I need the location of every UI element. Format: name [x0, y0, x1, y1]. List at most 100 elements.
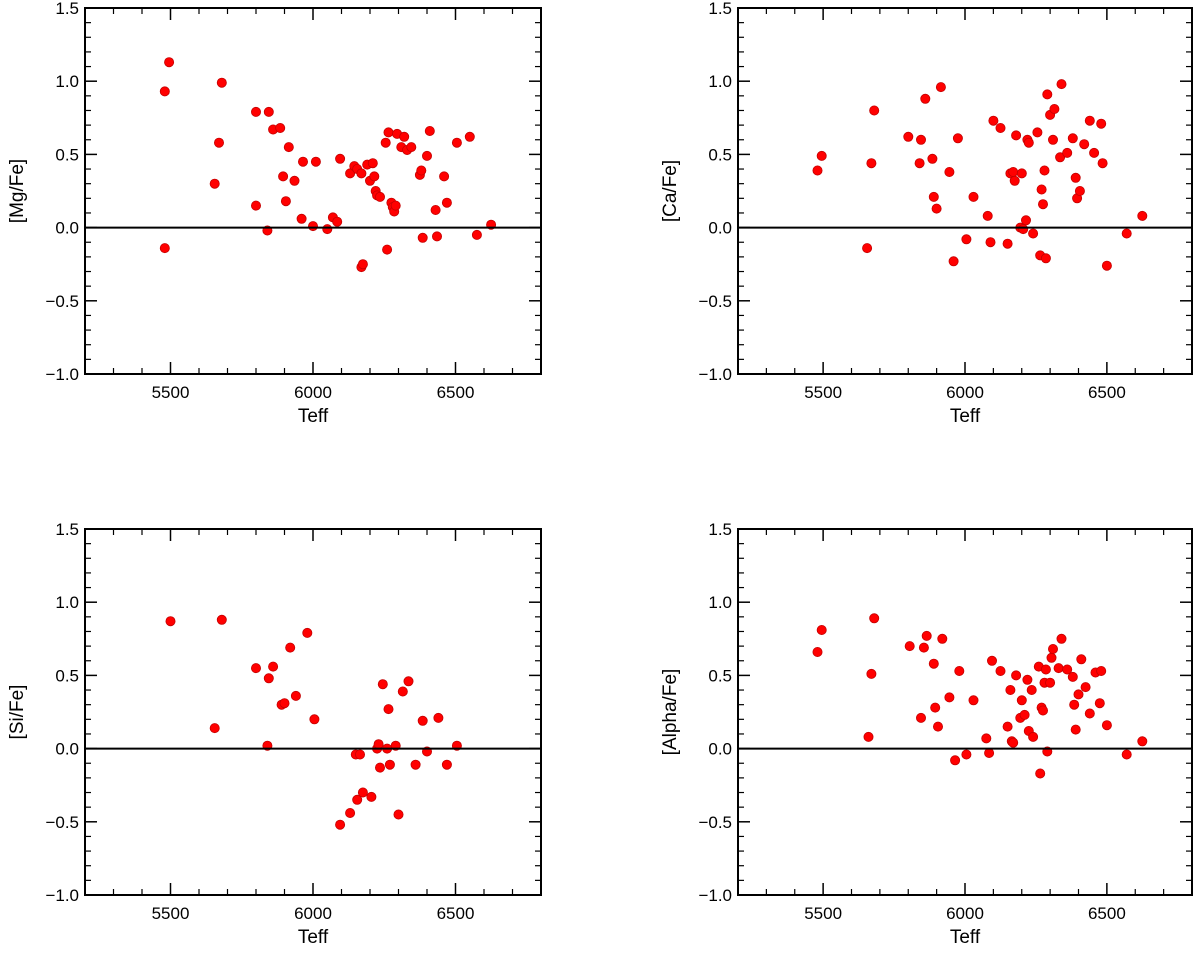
data-point [433, 712, 444, 723]
data-point [968, 191, 979, 202]
data-point [812, 165, 823, 176]
y-tick-label: 1.5 [708, 520, 732, 539]
data-point [948, 256, 959, 267]
data-point [383, 127, 394, 138]
data-point [307, 221, 318, 232]
data-point [322, 224, 333, 235]
data-point [1056, 633, 1067, 644]
y-tick-label: 1.0 [55, 72, 79, 91]
data-point [1046, 652, 1057, 663]
data-point [954, 666, 965, 677]
data-point [1019, 709, 1030, 720]
y-tick-label: 0.0 [708, 219, 732, 238]
data-point [393, 809, 404, 820]
y-tick-label: −1.0 [698, 365, 732, 384]
data-point [285, 642, 296, 653]
data-point [430, 204, 441, 215]
y-tick-label: −1.0 [45, 886, 79, 905]
data-point [1039, 165, 1050, 176]
data-point [263, 673, 274, 684]
data-point [1062, 147, 1073, 158]
data-points [812, 79, 1148, 271]
y-tick-label: 0.0 [708, 740, 732, 759]
data-point [345, 808, 356, 819]
data-point [1097, 158, 1108, 169]
data-point [918, 642, 929, 653]
data-point [920, 93, 931, 104]
data-points [165, 614, 462, 830]
data-point [250, 200, 261, 211]
y-axis-label: [Alpha/Fe] [660, 669, 681, 756]
y-tick-label: 0.5 [55, 666, 79, 685]
data-point [431, 231, 442, 242]
data-point [937, 633, 948, 644]
data-point [903, 131, 914, 142]
data-point [982, 210, 993, 221]
data-point [159, 243, 170, 254]
data-point [1101, 720, 1112, 731]
data-point [1026, 685, 1037, 696]
data-point [382, 244, 393, 255]
data-point [403, 676, 414, 687]
data-point [935, 82, 946, 93]
data-point [1067, 133, 1078, 144]
scatter-panel: 5500 6000 6500 −1.0 −0.5 0.0 0.5 1.0 1.5 Teff [Si/… [7, 520, 542, 948]
data-point [1011, 670, 1022, 681]
data-point [1048, 644, 1059, 655]
data-point [1042, 89, 1053, 100]
data-point [930, 702, 941, 713]
x-axis-label: Teff [298, 406, 329, 427]
scatter-panel: 5500 6000 6500 −1.0 −0.5 0.0 0.5 1.0 1.5 Teff [Alp… [660, 520, 1193, 948]
data-point [944, 692, 955, 703]
data-point [928, 191, 939, 202]
data-point [1028, 228, 1039, 239]
data-point [1121, 228, 1132, 239]
x-tick-label: 6500 [1088, 383, 1126, 402]
data-point [268, 661, 279, 672]
data-point [1038, 705, 1049, 716]
y-tick-label: −0.5 [45, 292, 79, 311]
data-point [1040, 253, 1051, 264]
x-axis-label: Teff [950, 927, 981, 948]
data-point [916, 134, 927, 145]
data-point [209, 723, 220, 734]
y-tick-label: −0.5 [698, 292, 732, 311]
data-point [1094, 698, 1105, 709]
data-point [1045, 677, 1056, 688]
data-point [1069, 699, 1080, 710]
data-point [1070, 172, 1081, 183]
data-point [357, 787, 368, 798]
data-point [397, 686, 408, 697]
data-point [933, 721, 944, 732]
data-point [335, 819, 346, 830]
data-points [812, 613, 1148, 779]
data-point [1038, 199, 1049, 210]
data-point [995, 123, 1006, 134]
y-tick-label: 0.5 [708, 145, 732, 164]
data-point [1011, 130, 1022, 141]
y-tick-label: −1.0 [45, 365, 79, 384]
x-tick-label: 6000 [946, 904, 984, 923]
data-point [1089, 147, 1100, 158]
data-point [1048, 134, 1059, 145]
data-point [812, 647, 823, 658]
data-point [367, 158, 378, 169]
data-point [263, 106, 274, 117]
data-point [283, 142, 294, 153]
y-axis-label: [Ca/Fe] [660, 160, 681, 222]
data-point [914, 158, 925, 169]
data-point [213, 137, 224, 148]
y-tick-label: −1.0 [698, 886, 732, 905]
data-point [352, 794, 363, 805]
data-point [439, 171, 450, 182]
data-point [1080, 682, 1091, 693]
data-point [209, 178, 220, 189]
data-point [390, 200, 401, 211]
data-point [961, 749, 972, 760]
data-point [369, 171, 380, 182]
data-point [1002, 238, 1013, 249]
y-tick-label: 0.5 [708, 666, 732, 685]
data-point [250, 106, 261, 117]
x-tick-label: 6000 [294, 904, 332, 923]
data-point [968, 695, 979, 706]
